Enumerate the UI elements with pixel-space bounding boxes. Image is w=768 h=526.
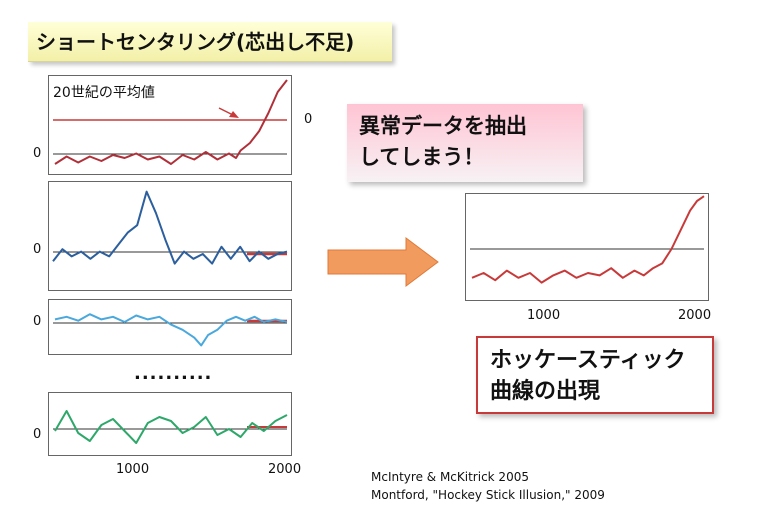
right-arrow-icon	[327, 237, 439, 287]
references: McIntyre & McKitrick 2005 Montford, "Hoc…	[371, 468, 605, 504]
p1-series-line	[54, 79, 288, 165]
panel-1-right-zero-label: 0	[304, 112, 313, 127]
callout-anomaly: 異常データを抽出 してしまう！	[347, 104, 583, 182]
panel-4-svg	[53, 410, 288, 444]
panel-4-tick-2000: 2000	[268, 462, 302, 477]
panel-2-zero-label: 0	[33, 242, 42, 257]
panel-2-series	[52, 190, 288, 265]
panel-3-series	[54, 313, 288, 347]
panel-3-chart	[48, 299, 292, 355]
result-svg	[470, 195, 705, 284]
panel-3-zero-label: 0	[33, 314, 42, 329]
panel-1-series	[54, 79, 288, 165]
reference-2: Montford, "Hockey Stick Illusion," 2009	[371, 488, 605, 502]
reference-1: McIntyre & McKitrick 2005	[371, 470, 529, 484]
result-tick-2000: 2000	[678, 308, 712, 323]
callout-hockey-stick: ホッケースティック 曲線の出現	[476, 336, 714, 414]
panel-1-chart: 20世紀の平均値	[48, 75, 292, 175]
panel-1-svg	[53, 79, 288, 165]
title-banner: ショートセンタリング(芯出し不足)	[28, 22, 392, 62]
callout-anomaly-line-1: 異常データを抽出	[359, 114, 527, 138]
p3-series-line	[54, 313, 288, 347]
callout-anomaly-line-2: してしまう！	[359, 145, 485, 169]
ellipsis-dots: ..........	[134, 363, 213, 384]
panel-1-arrow-head	[229, 111, 239, 118]
panel-1-zero-label: 0	[33, 146, 42, 161]
callout-hockey-line-1: ホッケースティック	[490, 348, 686, 373]
result-tick-1000: 1000	[527, 308, 561, 323]
result-series	[471, 195, 705, 284]
title-text: ショートセンタリング(芯出し不足)	[36, 30, 355, 54]
panel-2-chart	[48, 181, 292, 291]
panel-4-zero-label: 0	[33, 427, 42, 442]
p4-series-line	[54, 410, 288, 444]
panel-4-chart	[48, 392, 292, 456]
callout-hockey-line-2: 曲線の出現	[490, 379, 601, 404]
result-chart	[465, 193, 709, 301]
r-series-line	[471, 195, 705, 284]
panel-4-series	[54, 410, 288, 444]
panel-2-svg	[52, 190, 288, 265]
p2-series-line	[52, 190, 288, 265]
panel-1-annotation: 20世紀の平均値	[53, 85, 155, 101]
panel-4-tick-1000: 1000	[116, 462, 150, 477]
panel-3-svg	[53, 313, 288, 347]
